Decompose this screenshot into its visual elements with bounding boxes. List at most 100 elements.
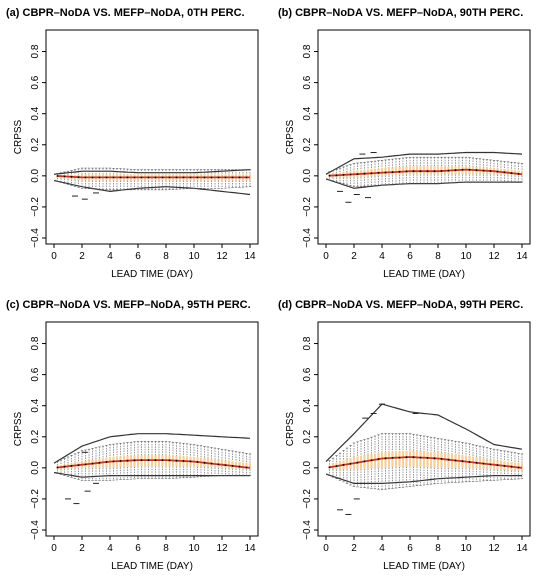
x-tick-label: 6 bbox=[135, 543, 141, 554]
mean-point bbox=[98, 461, 101, 464]
y-tick-label: 0.6 bbox=[30, 75, 41, 89]
mean-point bbox=[503, 465, 506, 467]
mean-point bbox=[245, 466, 248, 469]
x-tick-label: 6 bbox=[407, 251, 413, 262]
x-tick-label: 6 bbox=[135, 251, 141, 262]
iqr-box bbox=[394, 451, 398, 468]
y-tick-label: −0.4 bbox=[30, 228, 41, 248]
x-tick-label: 8 bbox=[435, 543, 441, 554]
x-tick-label: 4 bbox=[379, 543, 385, 554]
y-axis-label: CRPSS bbox=[13, 119, 24, 154]
mean-point bbox=[147, 459, 150, 461]
upper-envelope-line bbox=[53, 433, 251, 464]
mean-point bbox=[154, 176, 157, 179]
plot-frame bbox=[45, 29, 259, 245]
mean-point bbox=[433, 170, 436, 173]
mean-point bbox=[384, 171, 387, 174]
y-tick-label: 0.0 bbox=[302, 460, 313, 474]
y-tick-label: −0.2 bbox=[302, 489, 313, 509]
mean-point bbox=[217, 463, 220, 466]
lower-envelope-line bbox=[53, 179, 251, 196]
mean-point bbox=[56, 466, 59, 469]
mean-point bbox=[105, 176, 108, 179]
mean-point bbox=[63, 175, 66, 178]
mean-point bbox=[468, 168, 471, 171]
iqr-box bbox=[422, 451, 426, 468]
mean-point bbox=[482, 462, 485, 465]
iqr-box bbox=[405, 450, 408, 467]
mean-point bbox=[70, 465, 73, 467]
y-tick-label: 0.0 bbox=[30, 460, 41, 474]
x-tick-label: 12 bbox=[488, 251, 500, 262]
mean-point bbox=[496, 170, 499, 173]
x-tick-label: 0 bbox=[51, 251, 57, 262]
mean-point bbox=[447, 458, 450, 461]
mean-point bbox=[119, 460, 122, 462]
mean-point bbox=[196, 176, 199, 179]
mean-point bbox=[140, 176, 143, 179]
x-tick-label: 8 bbox=[163, 543, 169, 554]
mean-point bbox=[231, 465, 234, 467]
mean-point bbox=[419, 456, 422, 459]
x-tick-label: 14 bbox=[516, 543, 528, 554]
iqr-box bbox=[370, 454, 373, 469]
mean-point bbox=[496, 464, 499, 466]
mean-point bbox=[433, 457, 436, 460]
y-tick-label: −0.4 bbox=[302, 520, 313, 540]
mean-point bbox=[238, 465, 241, 468]
mean-point bbox=[203, 176, 206, 179]
mean-point bbox=[91, 176, 94, 179]
y-tick-label: 0.6 bbox=[302, 367, 313, 381]
mean-point bbox=[70, 175, 73, 178]
chart-panel-d: (d) CBPR–NoDA VS. MEFP–NoDA, 99TH PERC. −… bbox=[278, 299, 531, 572]
chart-panel-c: (c) CBPR–NoDA VS. MEFP–NoDA, 95TH PERC. −… bbox=[6, 299, 259, 572]
iqr-box bbox=[391, 451, 394, 468]
iqr-box bbox=[238, 462, 241, 469]
mean-point bbox=[412, 170, 415, 173]
iqr-box bbox=[387, 451, 391, 468]
mean-point bbox=[517, 173, 520, 175]
y-tick-label: 0.4 bbox=[30, 106, 41, 120]
mean-point bbox=[370, 172, 373, 175]
mean-point bbox=[210, 462, 213, 465]
mean-point bbox=[363, 172, 366, 175]
mean-point bbox=[231, 176, 234, 179]
y-axis-label: CRPSS bbox=[285, 119, 296, 154]
mean-point bbox=[342, 464, 345, 466]
mean-point bbox=[126, 176, 129, 179]
mean-point bbox=[77, 464, 80, 466]
mean-point bbox=[405, 456, 408, 459]
y-tick-label: 0.4 bbox=[302, 106, 313, 120]
mean-point bbox=[349, 173, 352, 176]
y-tick-label: 0.2 bbox=[302, 429, 313, 443]
mean-point bbox=[482, 169, 485, 172]
x-tick-label: 0 bbox=[51, 543, 57, 554]
mean-point bbox=[475, 169, 478, 172]
mean-point bbox=[189, 176, 192, 179]
mean-point bbox=[182, 460, 185, 462]
y-tick-label: −0.2 bbox=[302, 197, 313, 217]
iqr-box bbox=[234, 461, 238, 469]
mean-point bbox=[210, 176, 213, 179]
mean-point bbox=[161, 459, 164, 461]
mean-point bbox=[461, 460, 464, 463]
y-tick-label: 0.4 bbox=[30, 398, 41, 412]
iqr-box bbox=[377, 452, 380, 469]
chart-title: (a) CBPR–NoDA VS. MEFP–NoDA, 0TH PERC. bbox=[6, 7, 245, 19]
upper-envelope-line bbox=[325, 403, 523, 463]
mean-point bbox=[391, 457, 394, 459]
x-tick-label: 4 bbox=[379, 251, 385, 262]
x-axis-label: LEAD TIME (DAY) bbox=[383, 561, 465, 572]
mean-point bbox=[447, 169, 450, 172]
y-tick-label: 0.8 bbox=[302, 44, 313, 58]
mean-point bbox=[328, 174, 331, 177]
mean-point bbox=[175, 176, 178, 179]
mean-point bbox=[168, 459, 171, 462]
mean-point bbox=[245, 176, 248, 179]
y-axis-label: CRPSS bbox=[285, 411, 296, 446]
mean-point bbox=[335, 465, 338, 467]
x-axis-label: LEAD TIME (DAY) bbox=[111, 269, 193, 280]
x-tick-label: 10 bbox=[460, 251, 472, 262]
x-tick-label: 8 bbox=[435, 251, 441, 262]
iqr-box bbox=[384, 452, 387, 468]
